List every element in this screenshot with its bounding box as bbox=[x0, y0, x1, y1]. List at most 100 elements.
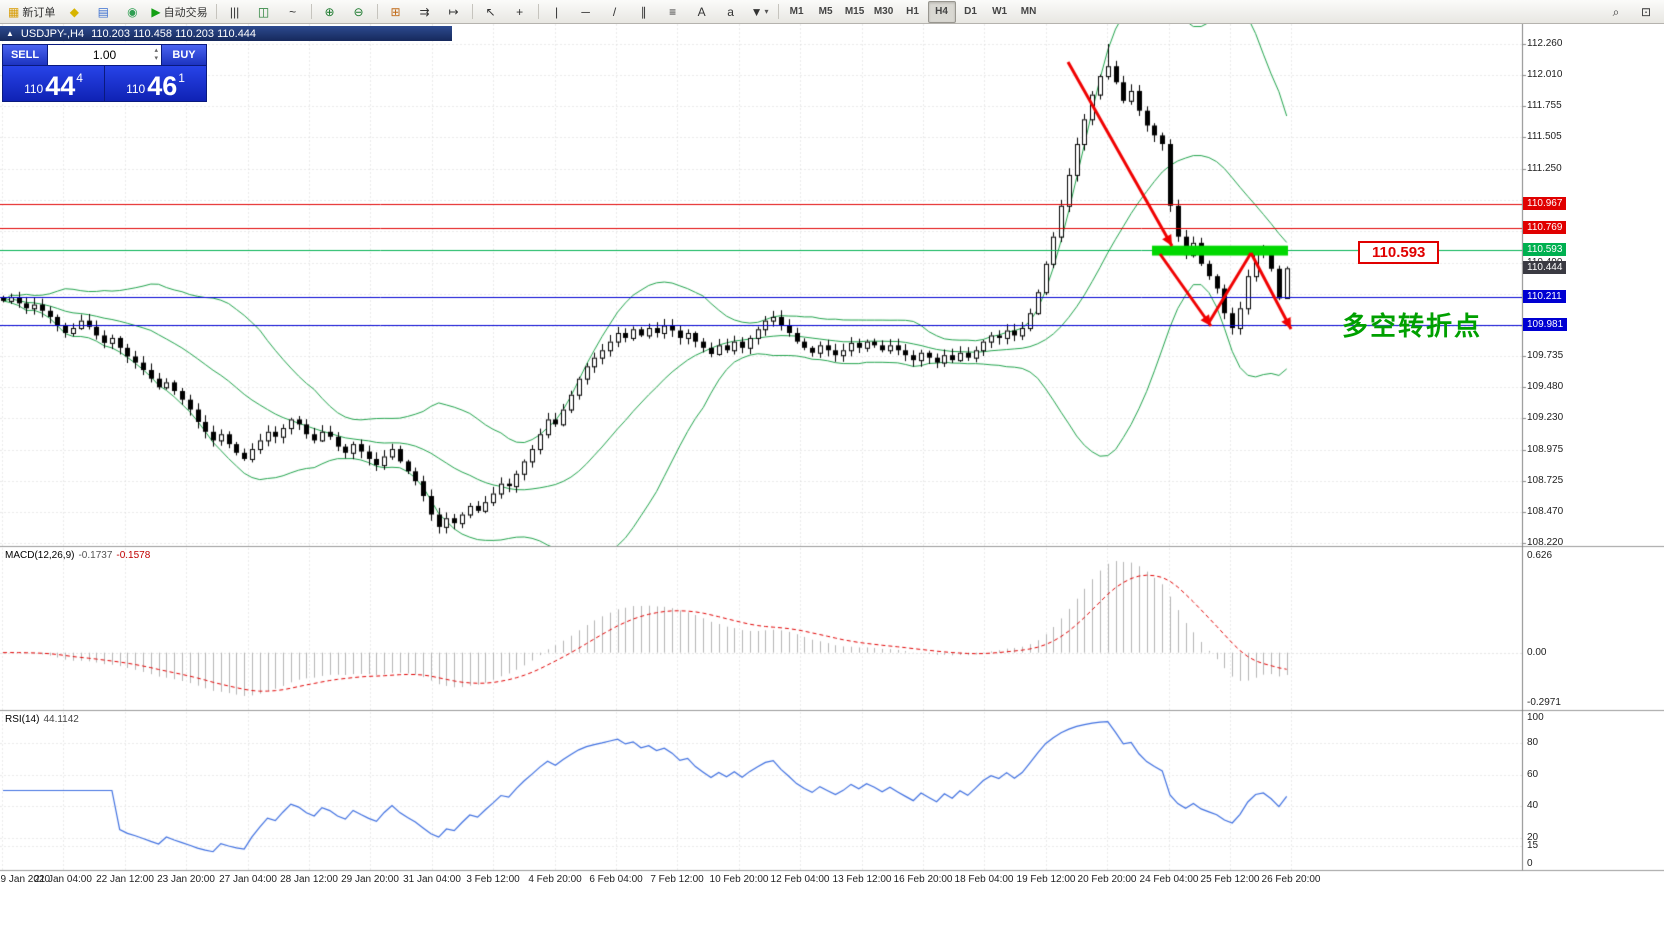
layout-button[interactable]: ⊡ bbox=[1632, 1, 1660, 23]
time-axis-label: 16 Feb 20:00 bbox=[893, 874, 953, 885]
price-scale-label: 109.480 bbox=[1527, 381, 1564, 392]
metaeditor-button[interactable]: ◆ bbox=[60, 1, 88, 23]
channel-button[interactable]: ∥ bbox=[630, 1, 658, 23]
price-scale-label: 112.010 bbox=[1527, 69, 1563, 80]
toolbar-separator bbox=[537, 4, 539, 19]
channel-button-icon: ∥ bbox=[640, 4, 647, 19]
bid-price[interactable]: 110 44 4 bbox=[3, 66, 104, 101]
price-scale-label: 108.470 bbox=[1527, 506, 1564, 517]
chart-shift-button[interactable]: ↦ bbox=[440, 1, 468, 23]
time-axis-label: 29 Jan 20:00 bbox=[341, 874, 399, 885]
rsi-scale-label: 100 bbox=[1527, 712, 1544, 723]
autotrading-button[interactable]: ▶ 自动交易 bbox=[147, 1, 211, 23]
tile-windows-button[interactable]: ⊞ bbox=[382, 1, 410, 23]
macd-scale-zero: 0.00 bbox=[1527, 647, 1547, 658]
price-scale-label: 111.755 bbox=[1527, 100, 1562, 111]
rsi-value: 44.1142 bbox=[43, 714, 79, 725]
time-axis-label: 26 Feb 20:00 bbox=[1261, 874, 1321, 885]
chart-collapse-icon[interactable]: ▲ bbox=[6, 29, 14, 38]
crosshair-button[interactable]: + bbox=[506, 1, 534, 23]
timeframe-m5-button[interactable]: M5 bbox=[818, 6, 833, 17]
bar-chart-button[interactable]: ||| bbox=[221, 1, 249, 23]
zoom-out-button[interactable]: ⊖ bbox=[345, 1, 373, 23]
rsi-scale-label: 80 bbox=[1527, 737, 1539, 748]
chart-shift-button-icon: ↦ bbox=[448, 4, 459, 19]
macd-main-value: -0.1737 bbox=[78, 550, 113, 561]
autotrading-button-icon: ▶ bbox=[151, 4, 161, 19]
price-chart-canvas[interactable] bbox=[0, 24, 1664, 943]
timeframe-h1-button[interactable]: H1 bbox=[906, 6, 919, 17]
timeframe-h4-button[interactable]: H4 bbox=[927, 0, 956, 23]
price-annotation-box[interactable]: 110.593 bbox=[1358, 241, 1440, 264]
spinner-up-icon[interactable]: ▴ bbox=[154, 47, 158, 54]
trendline-button-icon: / bbox=[612, 4, 617, 19]
text-label-button[interactable]: a bbox=[717, 1, 745, 23]
bid-small-digits: 110 bbox=[24, 82, 44, 96]
time-axis-label: 25 Feb 12:00 bbox=[1200, 874, 1260, 885]
time-axis-label: 27 Jan 04:00 bbox=[219, 874, 277, 885]
rsi-indicator-label: RSI(14) 44.1142 bbox=[5, 714, 79, 725]
fibonacci-button[interactable]: ≡ bbox=[659, 1, 687, 23]
toolbar-separator bbox=[471, 4, 473, 19]
macd-name: MACD(12,26,9) bbox=[5, 550, 75, 561]
timeframe-d1-button[interactable]: D1 bbox=[964, 6, 977, 17]
timeframe-w1-button[interactable]: W1 bbox=[992, 6, 1008, 17]
vertical-line-button[interactable]: | bbox=[543, 1, 571, 23]
volume-input[interactable]: 1.00 ▴ ▾ bbox=[48, 44, 161, 66]
cursor-button[interactable]: ↖ bbox=[477, 1, 505, 23]
search-button-icon: ⌕ bbox=[1612, 4, 1620, 19]
autotrading-button-label: 自动交易 bbox=[163, 6, 208, 19]
horizontal-line-button-icon: ─ bbox=[581, 4, 590, 19]
time-axis-label: 3 Feb 12:00 bbox=[466, 874, 520, 885]
horizontal-line-button[interactable]: ─ bbox=[572, 1, 600, 23]
navigator-button[interactable]: ◉ bbox=[118, 1, 146, 23]
time-axis-label: 23 Jan 20:00 bbox=[157, 874, 215, 885]
price-scale-badge: 110.593 bbox=[1523, 243, 1567, 256]
navigator-button-icon: ◉ bbox=[127, 4, 138, 19]
ask-price[interactable]: 110 46 1 bbox=[105, 66, 206, 101]
fibonacci-button-icon: ≡ bbox=[669, 4, 677, 19]
toolbar-separator bbox=[310, 4, 312, 19]
toolbar-separator bbox=[777, 4, 779, 19]
trendline-button[interactable]: / bbox=[601, 1, 629, 23]
text-button[interactable]: A bbox=[688, 1, 716, 23]
spinner-down-icon[interactable]: ▾ bbox=[154, 55, 158, 62]
zoom-out-button-icon: ⊖ bbox=[353, 4, 364, 19]
time-axis-label: 13 Feb 12:00 bbox=[832, 874, 892, 885]
text-label-button-icon: a bbox=[727, 4, 734, 19]
line-chart-button[interactable]: ~ bbox=[279, 1, 307, 23]
time-axis-label: 20 Feb 20:00 bbox=[1077, 874, 1137, 885]
macd-scale-max: 0.626 bbox=[1527, 550, 1553, 561]
crosshair-button-icon: + bbox=[516, 4, 524, 19]
volume-spinner[interactable]: ▴ ▾ bbox=[154, 47, 158, 63]
toolbar-separator bbox=[215, 4, 217, 19]
timeframe-m30-button[interactable]: M30 bbox=[873, 6, 894, 17]
macd-indicator-label: MACD(12,26,9) -0.1737 -0.1578 bbox=[5, 550, 150, 561]
price-scale-label: 111.505 bbox=[1527, 131, 1562, 142]
candlestick-chart-button[interactable]: ◫ bbox=[250, 1, 278, 23]
rsi-scale-label: 0 bbox=[1527, 858, 1533, 869]
new-order-button[interactable]: ▦ 新订单 bbox=[4, 1, 59, 23]
price-scale-label: 108.975 bbox=[1527, 444, 1564, 455]
market-watch-button[interactable]: ▤ bbox=[89, 1, 117, 23]
arrows-button[interactable]: ▼ ▾ bbox=[746, 1, 774, 23]
price-scale-label: 109.735 bbox=[1527, 350, 1564, 361]
new-order-button-label: 新订单 bbox=[22, 6, 56, 19]
metaeditor-button-icon: ◆ bbox=[69, 4, 79, 19]
search-button[interactable]: ⌕ bbox=[1602, 1, 1630, 23]
zoom-in-button-icon: ⊕ bbox=[324, 4, 335, 19]
macd-scale-min: -0.2971 bbox=[1527, 697, 1561, 708]
auto-scroll-button-icon: ⇉ bbox=[419, 4, 430, 19]
timeframe-m1-button[interactable]: M1 bbox=[789, 6, 804, 17]
sell-button[interactable]: SELL bbox=[2, 44, 48, 66]
vertical-line-button-icon: | bbox=[555, 4, 559, 19]
zoom-in-button[interactable]: ⊕ bbox=[316, 1, 344, 23]
buy-button[interactable]: BUY bbox=[161, 44, 207, 66]
timeframe-mn-button[interactable]: MN bbox=[1020, 6, 1037, 17]
auto-scroll-button[interactable]: ⇉ bbox=[411, 1, 439, 23]
chart-area: ▲ USDJPY-,H4 110.203 110.458 110.203 110… bbox=[0, 24, 1664, 943]
timeframe-m15-button[interactable]: M15 bbox=[844, 6, 865, 17]
turning-point-annotation[interactable]: 多空转折点 bbox=[1342, 311, 1483, 341]
cursor-button-icon: ↖ bbox=[485, 4, 496, 19]
